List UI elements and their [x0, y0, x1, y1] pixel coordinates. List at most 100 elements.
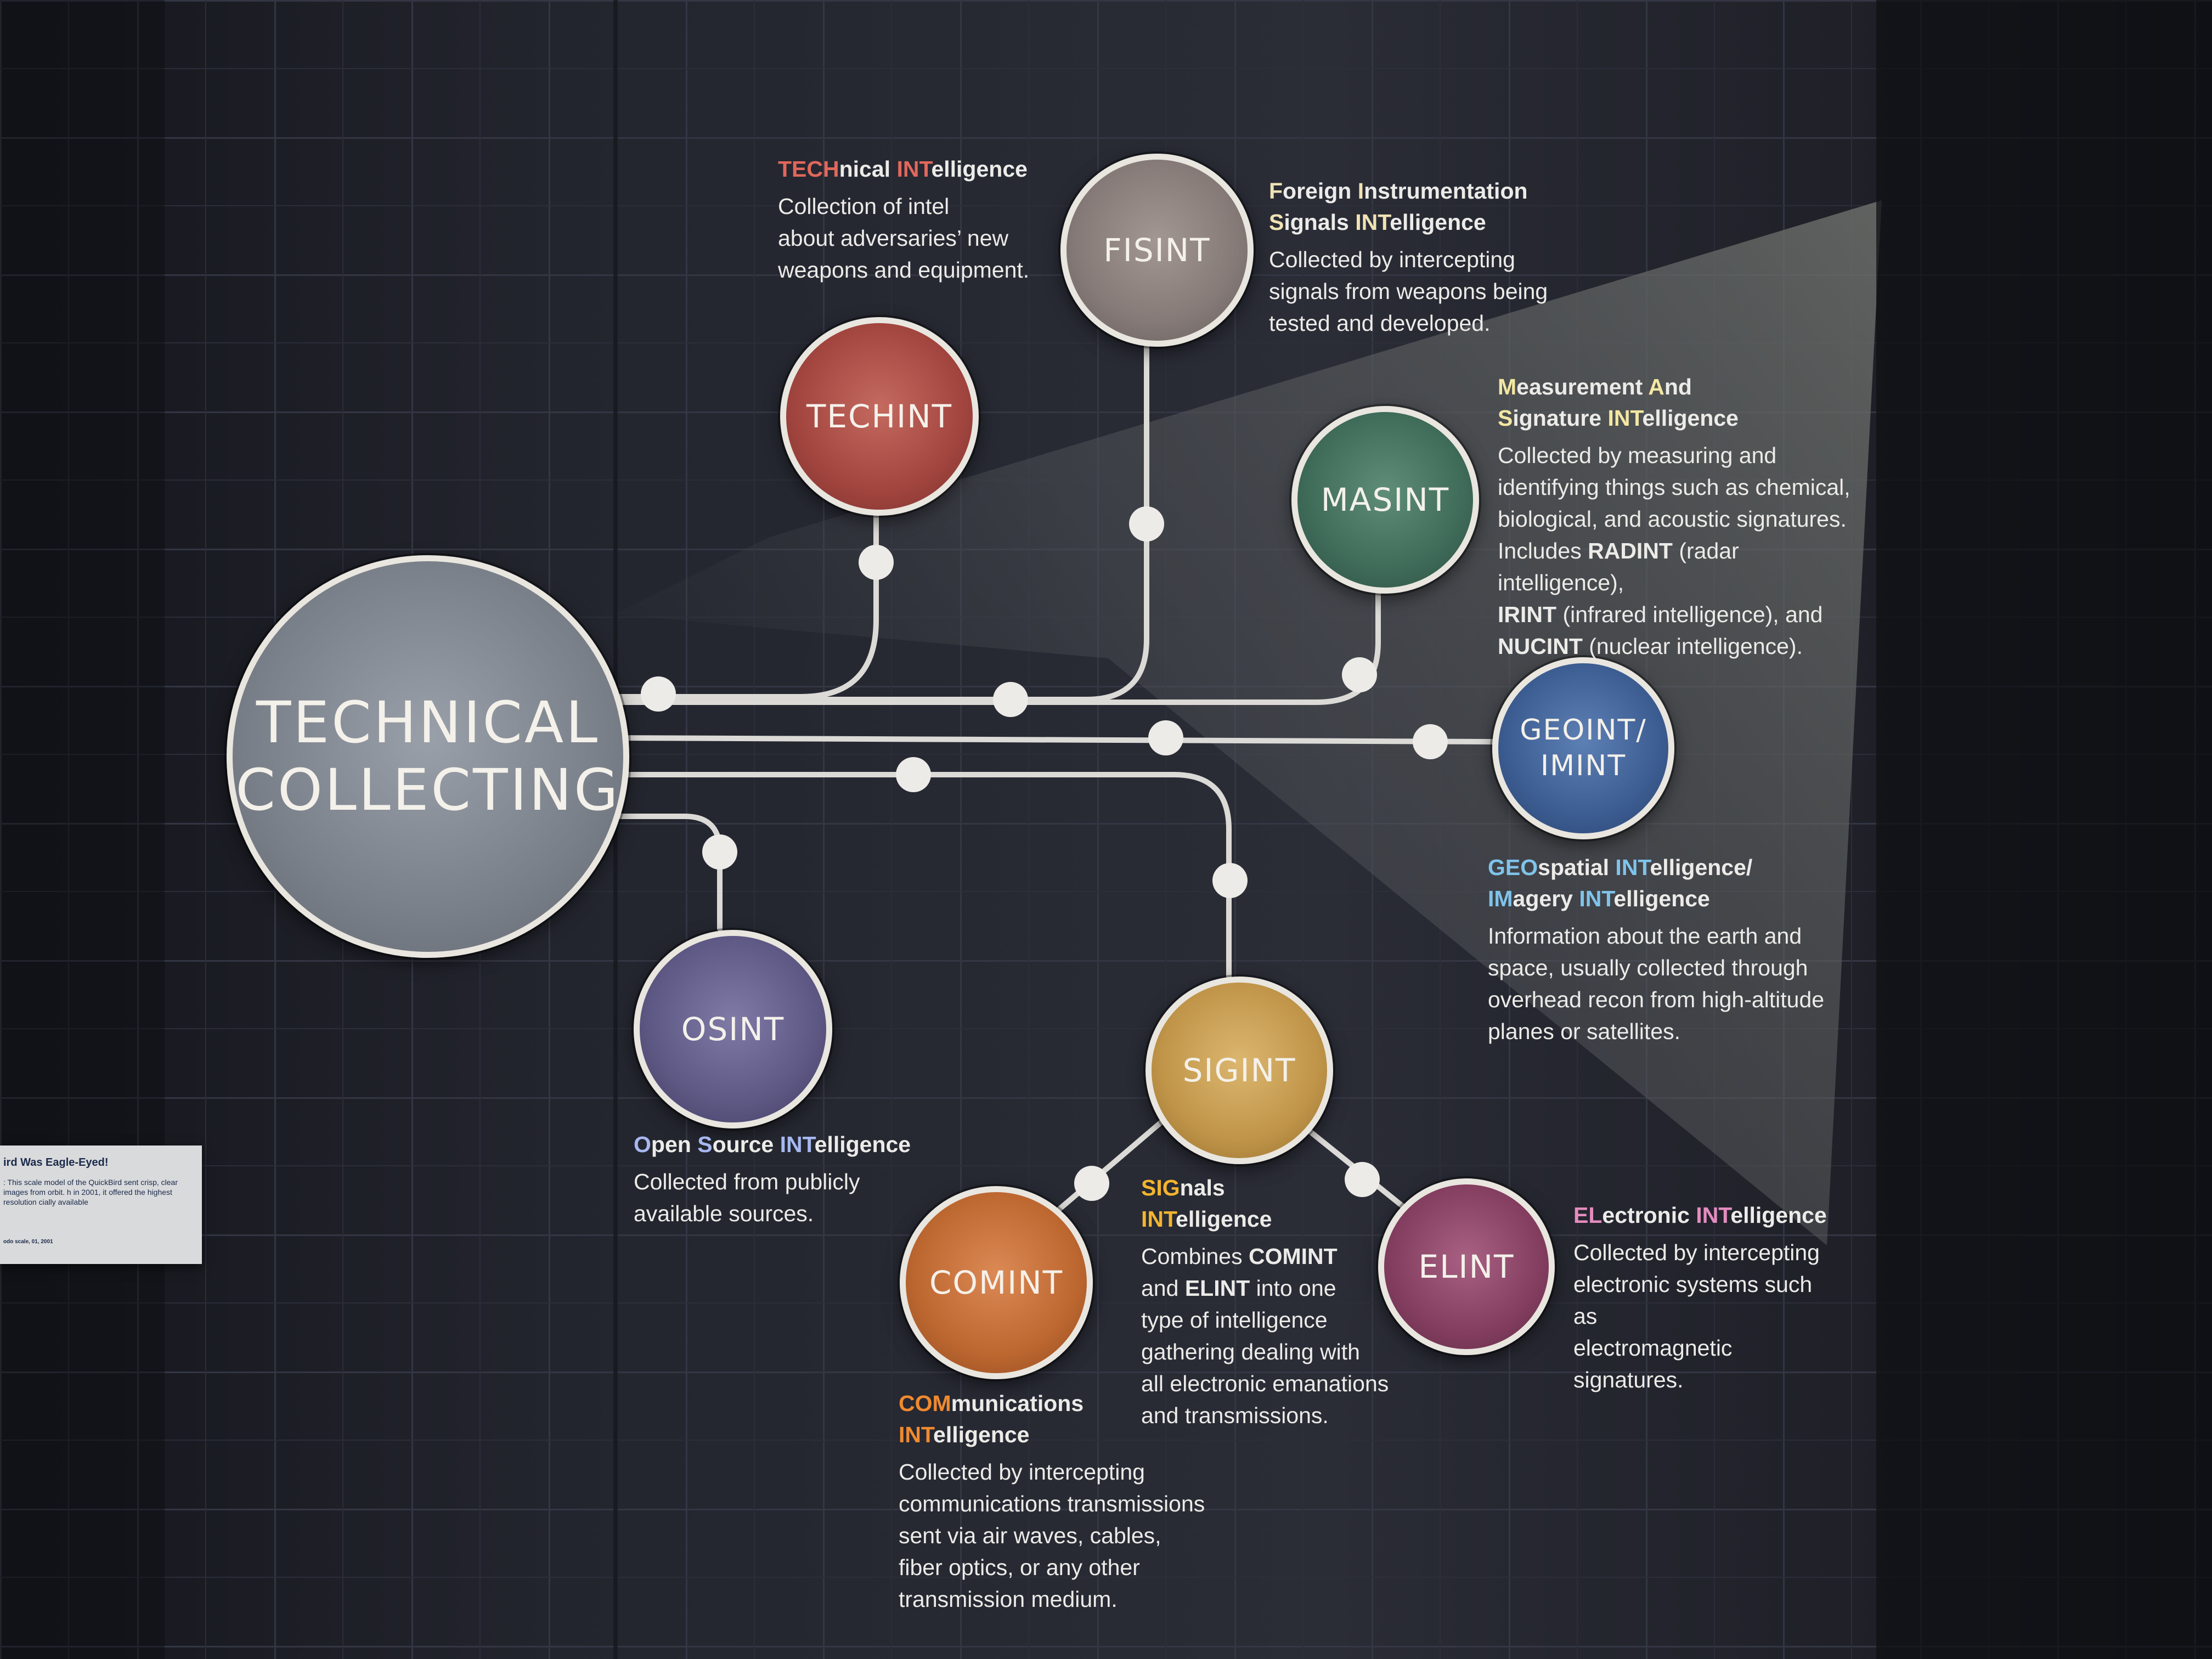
geoint-heading-part: elligence/ [1650, 855, 1753, 880]
elint-heading: ELectronic INTelligence [1573, 1200, 1837, 1231]
elint-heading-part: elligence [1730, 1203, 1827, 1228]
geoint-label-line1: GEOINT/ [1520, 714, 1647, 747]
masint-body-line: NUCINT (nuclear intelligence). [1498, 630, 1871, 662]
osint-heading-part: INT [780, 1132, 815, 1157]
masint-heading-part: INT [1607, 405, 1643, 431]
osint-body-line: Collected from publicly [634, 1169, 860, 1194]
masint-heading-part: nd [1664, 374, 1692, 399]
elint-heading-part: ectronic [1602, 1203, 1696, 1228]
hub-title-line1: TECHNICAL [256, 689, 600, 757]
fisint-node: FISINT [1060, 154, 1254, 347]
fisint-body-line: signals from weapons being [1269, 279, 1548, 304]
fisint-heading-part: elligence [1390, 210, 1486, 235]
osint-body: Collected from publicly available sources… [634, 1166, 963, 1229]
sigint-node: SIGINT [1146, 977, 1333, 1164]
osint-node: OSINT [634, 930, 832, 1128]
geoint-body-line: Information about the earth and [1488, 923, 1802, 949]
masint-node: MASINT [1291, 406, 1479, 594]
geoint-heading-part: elligence [1613, 886, 1710, 911]
techint-heading: TECHnical INTelligence [778, 154, 1074, 185]
comint-heading-part: elligence [933, 1422, 1030, 1447]
masint-body-line: Includes RADINT (radar intelligence), [1498, 535, 1871, 599]
geoint-body: Information about the earth and space, us… [1488, 920, 1839, 1047]
masint-heading-part: A [1648, 374, 1664, 399]
geoint-heading-part: INT [1579, 886, 1614, 911]
elint-body-line: Collected by intercepting [1573, 1240, 1820, 1265]
geoint-label-line2: IMINT [1540, 749, 1627, 782]
techint-body-line: Collection of intel [778, 194, 950, 219]
techint-body: Collection of intel about adversaries’ ne… [778, 190, 1074, 286]
sigint-body-part: COMINT [1248, 1244, 1338, 1269]
masint-body-part: IRINT [1498, 602, 1557, 627]
sigint-body-part: ELINT [1184, 1276, 1250, 1301]
plaque-body: : This scale model of the QuickBird sent… [3, 1178, 178, 1206]
fisint-heading-part: nstrumentation [1364, 178, 1528, 204]
osint-heading-part: O [634, 1132, 651, 1157]
fisint-heading-part: F [1269, 178, 1283, 204]
geoint-body-line: overhead recon from high-altitude [1488, 987, 1825, 1012]
elint-description: ELectronic INTelligence Collected by inte… [1573, 1200, 1837, 1396]
osint-heading-part: elligence [814, 1132, 911, 1157]
masint-heading-part: S [1498, 405, 1513, 431]
exhibit-plaque: ird Was Eagle-Eyed! : This scale model o… [0, 1146, 202, 1264]
geoint-description: GEOspatial INTelligence/IMagery INTellig… [1488, 852, 1839, 1047]
masint-heading-part: elligence [1642, 405, 1739, 431]
sigint-body-line: gathering dealing with [1141, 1336, 1404, 1368]
sigint-body-line: type of intelligence [1141, 1304, 1404, 1336]
comint-heading-part: COM [899, 1391, 951, 1416]
masint-body-part: (radar intelligence), [1498, 538, 1739, 595]
masint-body-part: RADINT [1588, 538, 1673, 563]
sigint-heading-part: elligence [1176, 1206, 1272, 1232]
comint-label: COMINT [929, 1264, 1064, 1301]
techint-heading-part: INT [896, 156, 932, 182]
fisint-label: FISINT [1103, 232, 1211, 269]
comint-body-line: sent via air waves, cables, [899, 1523, 1161, 1548]
sigint-body-part: type of intelligence [1141, 1307, 1328, 1333]
elint-node: ELINT [1378, 1178, 1555, 1355]
left-shadow [0, 0, 165, 1659]
masint-body-line: biological, and acoustic signatures. [1498, 503, 1871, 535]
geoint-heading-part: GEO [1488, 855, 1538, 880]
techint-heading-part: TECH [778, 156, 839, 182]
fisint-heading-part: S [1269, 210, 1284, 235]
geoint-imint-node: GEOINT/IMINT [1492, 657, 1674, 839]
plaque-title: ird Was Eagle-Eyed! [3, 1156, 109, 1169]
masint-body-part: Includes [1498, 538, 1588, 563]
fisint-body: Collected by intercepting signals from we… [1269, 244, 1576, 339]
geoint-heading-part: INT [1615, 855, 1650, 880]
techint-body-line: about adversaries’ new [778, 225, 1009, 251]
masint-body-line: IRINT (infrared intelligence), and [1498, 599, 1871, 630]
sigint-body: Combines COMINT and ELINT into one type of… [1141, 1240, 1404, 1431]
masint-body-part: Collected by measuring and [1498, 443, 1777, 468]
masint-heading-part: easurement [1516, 374, 1649, 399]
sigint-body-line: and ELINT into one [1141, 1272, 1404, 1304]
fisint-heading: Foreign Instrumentation Signals INTellige… [1269, 176, 1576, 238]
comint-node: COMINT [900, 1186, 1093, 1379]
masint-body-line: Collected by measuring and [1498, 439, 1871, 471]
geoint-label: GEOINT/IMINT [1520, 713, 1647, 784]
elint-body: Collected by intercepting electronic syst… [1573, 1237, 1837, 1396]
elint-heading-part: INT [1696, 1203, 1731, 1228]
elint-heading-part: EL [1573, 1203, 1602, 1228]
comint-body-line: communications transmissions [899, 1491, 1205, 1516]
comint-body-line: transmission medium. [899, 1587, 1118, 1612]
osint-heading-part: ource [712, 1132, 780, 1157]
masint-body-line: identifying things such as chemical, [1498, 471, 1871, 503]
light-beam [614, 200, 1882, 1245]
comint-heading-part: munications [951, 1391, 1084, 1416]
comint-body: Collected by intercepting communications … [899, 1456, 1239, 1615]
fisint-heading-part: oreign [1283, 178, 1358, 204]
masint-label: MASINT [1321, 481, 1450, 518]
osint-description: Open Source INTelligence Collected from p… [634, 1129, 963, 1229]
fisint-heading-part: INT [1355, 210, 1390, 235]
sigint-body-part: all electronic emanations [1141, 1371, 1389, 1396]
geoint-heading-part: agery [1513, 886, 1579, 911]
elint-body-line: electromagnetic signatures. [1573, 1335, 1733, 1392]
techint-label: TECHINT [806, 398, 953, 435]
comint-description: COMmunications INTelligence Collected by i… [899, 1388, 1239, 1615]
hub-title: TECHNICAL COLLECTING [235, 689, 620, 823]
connector-dots [641, 506, 1448, 1201]
connector-lines [612, 331, 1495, 1218]
sigint-heading-part: INT [1141, 1206, 1176, 1232]
sigint-body-line: all electronic emanations [1141, 1368, 1404, 1400]
